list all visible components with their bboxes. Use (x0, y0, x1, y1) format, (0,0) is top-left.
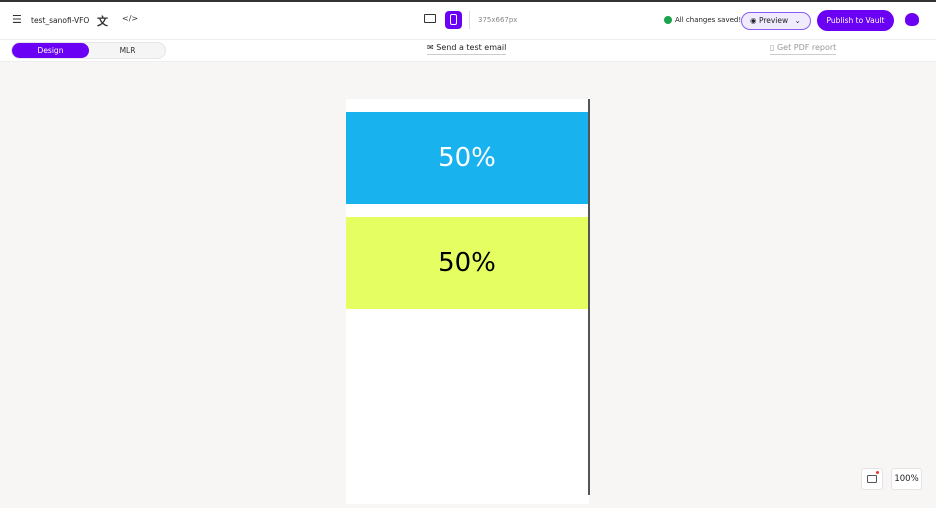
briefcase-icon (867, 475, 877, 483)
mobile-view-button[interactable] (445, 11, 462, 29)
desktop-view-icon[interactable] (424, 14, 436, 23)
mail-icon: ✉ (427, 43, 434, 52)
sub-toolbar: Design MLR ✉ Send a test email ▯ Get PDF… (0, 40, 936, 62)
check-circle-icon (664, 16, 672, 24)
translate-icon[interactable]: 文 (97, 15, 108, 28)
preview-button[interactable]: ◉ Preview ⌄ (741, 12, 811, 30)
notification-dot (876, 471, 879, 474)
tab-design[interactable]: Design (12, 43, 89, 58)
get-pdf-report-label: Get PDF report (776, 43, 837, 52)
menu-icon[interactable]: ☰ (12, 13, 22, 26)
send-test-email-link[interactable]: ✉ Send a test email (427, 43, 507, 55)
content-block-blue[interactable]: 50% (346, 112, 588, 204)
zoom-level-button[interactable]: 100% (891, 468, 922, 490)
document-title[interactable]: test_sanofi-VFO (31, 16, 90, 25)
save-status: All changes saved! (675, 16, 742, 24)
canvas-resize-handle[interactable] (588, 99, 590, 495)
send-test-email-label: Send a test email (436, 43, 507, 52)
top-header: ☰ test_sanofi-VFO 文 </> 375x667px All ch… (0, 2, 936, 40)
code-icon[interactable]: </> (122, 14, 139, 23)
window-top-border (0, 0, 936, 2)
pdf-icon: ▯ (770, 43, 775, 52)
tab-mlr[interactable]: MLR (119, 46, 136, 55)
chevron-down-icon: ⌄ (794, 16, 801, 25)
preview-label: Preview (758, 16, 789, 25)
eye-icon: ◉ (750, 16, 757, 25)
mode-toggle: Design MLR (11, 42, 166, 59)
publish-button[interactable]: Publish to Vault (817, 10, 894, 31)
get-pdf-report-link[interactable]: ▯ Get PDF report (770, 43, 837, 55)
canvas-dimension: 375x667px (478, 16, 518, 24)
email-canvas[interactable]: 50% 50% (346, 99, 589, 504)
divider (469, 11, 470, 29)
notifications-bell-icon[interactable] (905, 13, 919, 26)
mobile-icon (450, 14, 457, 25)
briefcase-button[interactable] (861, 468, 883, 490)
content-block-yellow[interactable]: 50% (346, 217, 588, 309)
